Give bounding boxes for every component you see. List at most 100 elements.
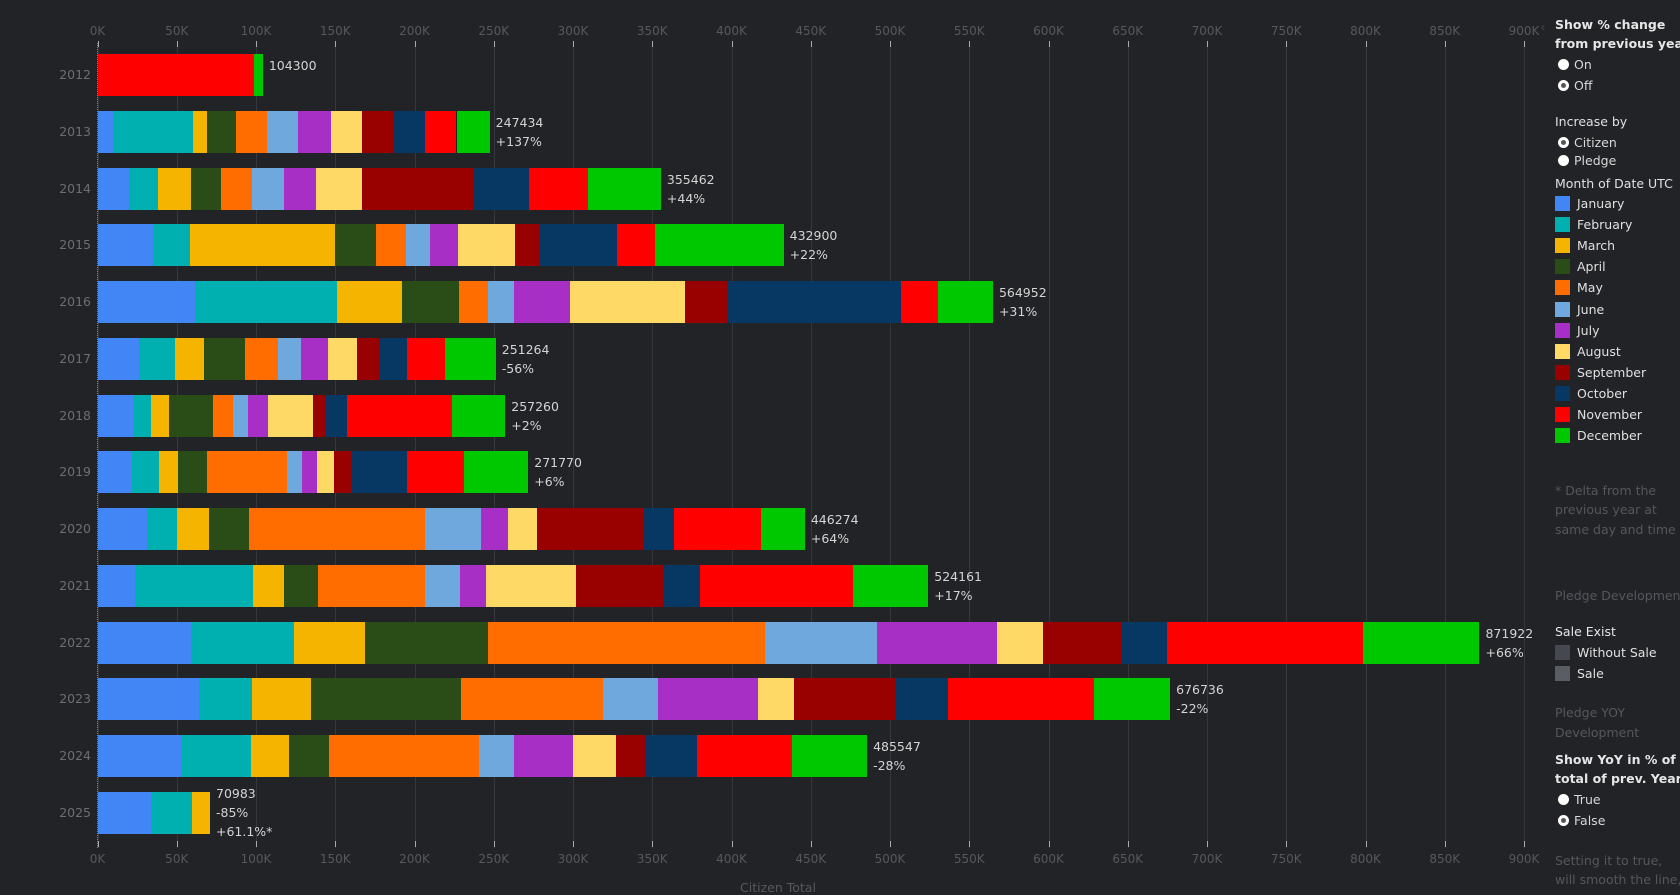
radio-icon[interactable] (1558, 794, 1569, 805)
bar-segment-april[interactable] (289, 735, 329, 777)
bar-segment-may[interactable] (460, 678, 604, 721)
bar-segment-november[interactable] (425, 110, 457, 153)
bar-segment-february[interactable] (131, 451, 159, 494)
bar-segment-april[interactable] (190, 167, 221, 210)
bar-segment-february[interactable] (181, 735, 251, 777)
bar-segment-march[interactable] (336, 281, 402, 323)
bar-segment-april[interactable] (365, 621, 488, 664)
bar-segment-april[interactable] (283, 564, 319, 607)
bar-segment-february[interactable] (151, 791, 192, 834)
bar-segment-october[interactable] (643, 508, 675, 550)
bar-segment-may[interactable] (487, 621, 766, 664)
bar-segment-august[interactable] (573, 735, 617, 777)
bar-segment-march[interactable] (157, 167, 191, 210)
bar-segment-december[interactable] (760, 508, 805, 550)
bar-segment-february[interactable] (112, 110, 193, 153)
legend-item-december[interactable]: December (1555, 428, 1642, 444)
legend-item-june[interactable]: June (1555, 301, 1604, 317)
bar-segment-september[interactable] (334, 451, 352, 494)
bar-segment-january[interactable] (97, 451, 132, 494)
bar-segment-april[interactable] (203, 337, 246, 380)
bar-segment-may[interactable] (458, 281, 488, 323)
bar-segment-december[interactable] (791, 735, 867, 777)
bar-segment-august[interactable] (485, 564, 577, 607)
bar-segment-may[interactable] (245, 337, 278, 380)
bar-segment-june[interactable] (765, 621, 877, 664)
bar-segment-january[interactable] (97, 224, 154, 267)
bar-segment-january[interactable] (97, 508, 147, 550)
bar-segment-march[interactable] (176, 508, 209, 550)
bar-segment-february[interactable] (135, 564, 253, 607)
bar-segment-july[interactable] (301, 337, 328, 380)
bar-segment-august[interactable] (316, 167, 363, 210)
bar-segment-march[interactable] (158, 451, 178, 494)
bar-segment-march[interactable] (192, 110, 207, 153)
bar-segment-august[interactable] (317, 451, 335, 494)
bar-segment-september[interactable] (362, 110, 394, 153)
bar-segment-may[interactable] (213, 394, 233, 437)
bar-segment-october[interactable] (473, 167, 530, 210)
bar-segment-december[interactable] (463, 451, 529, 494)
bar-segment-february[interactable] (146, 508, 177, 550)
bar-segment-july[interactable] (514, 735, 574, 777)
bar-segment-august[interactable] (757, 678, 795, 721)
radio-icon[interactable] (1558, 59, 1569, 70)
bar-segment-september[interactable] (1042, 621, 1123, 664)
bar-segment-january[interactable] (97, 110, 113, 153)
bar-segment-march[interactable] (293, 621, 366, 664)
bar-segment-september[interactable] (794, 678, 896, 721)
radio-citizen[interactable]: Citizen (1558, 135, 1617, 150)
bar-segment-august[interactable] (570, 281, 685, 323)
bar-segment-december[interactable] (937, 281, 994, 323)
bar-segment-july[interactable] (657, 678, 758, 721)
bar-segment-october[interactable] (895, 678, 949, 721)
bar-segment-may[interactable] (376, 224, 407, 267)
bar-segment-june[interactable] (232, 394, 248, 437)
bar-segment-january[interactable] (97, 394, 134, 437)
bar-segment-june[interactable] (287, 451, 303, 494)
bar-segment-july[interactable] (247, 394, 268, 437)
legend-item-october[interactable]: October (1555, 385, 1627, 401)
bar-segment-july[interactable] (429, 224, 458, 267)
bar-segment-january[interactable] (97, 735, 182, 777)
radio-yoy-true[interactable]: True (1558, 792, 1601, 807)
bar-segment-january[interactable] (97, 167, 129, 210)
bar-segment-may[interactable] (248, 508, 426, 550)
bar-segment-september[interactable] (356, 337, 381, 380)
bar-segment-may[interactable] (206, 451, 288, 494)
bar-segment-august[interactable] (331, 110, 363, 153)
bar-segment-june[interactable] (425, 508, 482, 550)
bar-segment-july[interactable] (876, 621, 997, 664)
legend-without-sale[interactable]: Without Sale (1555, 645, 1657, 660)
bar-segment-november[interactable] (407, 451, 464, 494)
bar-segment-october[interactable] (646, 735, 697, 777)
bar-segment-september[interactable] (576, 564, 665, 607)
bar-segment-june[interactable] (251, 167, 284, 210)
bar-segment-august[interactable] (457, 224, 516, 267)
bar-segment-april[interactable] (169, 394, 214, 437)
bar-segment-october[interactable] (324, 394, 348, 437)
bar-segment-july[interactable] (514, 281, 571, 323)
bar-segment-january[interactable] (97, 281, 195, 323)
bar-segment-september[interactable] (362, 167, 474, 210)
radio-pct-off[interactable]: Off (1558, 78, 1592, 93)
bar-segment-october[interactable] (1122, 621, 1168, 664)
bar-segment-june[interactable] (479, 735, 515, 777)
bar-segment-october[interactable] (351, 451, 408, 494)
radio-selected-icon[interactable] (1558, 80, 1569, 91)
bar-segment-april[interactable] (208, 508, 249, 550)
collapse-chevron-icon[interactable]: ‹ (1540, 20, 1546, 36)
bar-segment-july[interactable] (302, 451, 318, 494)
radio-selected-icon[interactable] (1558, 137, 1569, 148)
bar-segment-march[interactable] (250, 735, 290, 777)
bar-segment-july[interactable] (283, 167, 317, 210)
bar-segment-january[interactable] (97, 621, 191, 664)
legend-item-august[interactable]: August (1555, 343, 1621, 359)
radio-selected-icon[interactable] (1558, 815, 1569, 826)
bar-segment-august[interactable] (267, 394, 313, 437)
bar-segment-march[interactable] (251, 678, 311, 721)
bar-segment-april[interactable] (335, 224, 377, 267)
bar-segment-september[interactable] (515, 224, 540, 267)
bar-segment-may[interactable] (328, 735, 479, 777)
bar-segment-march[interactable] (174, 337, 204, 380)
